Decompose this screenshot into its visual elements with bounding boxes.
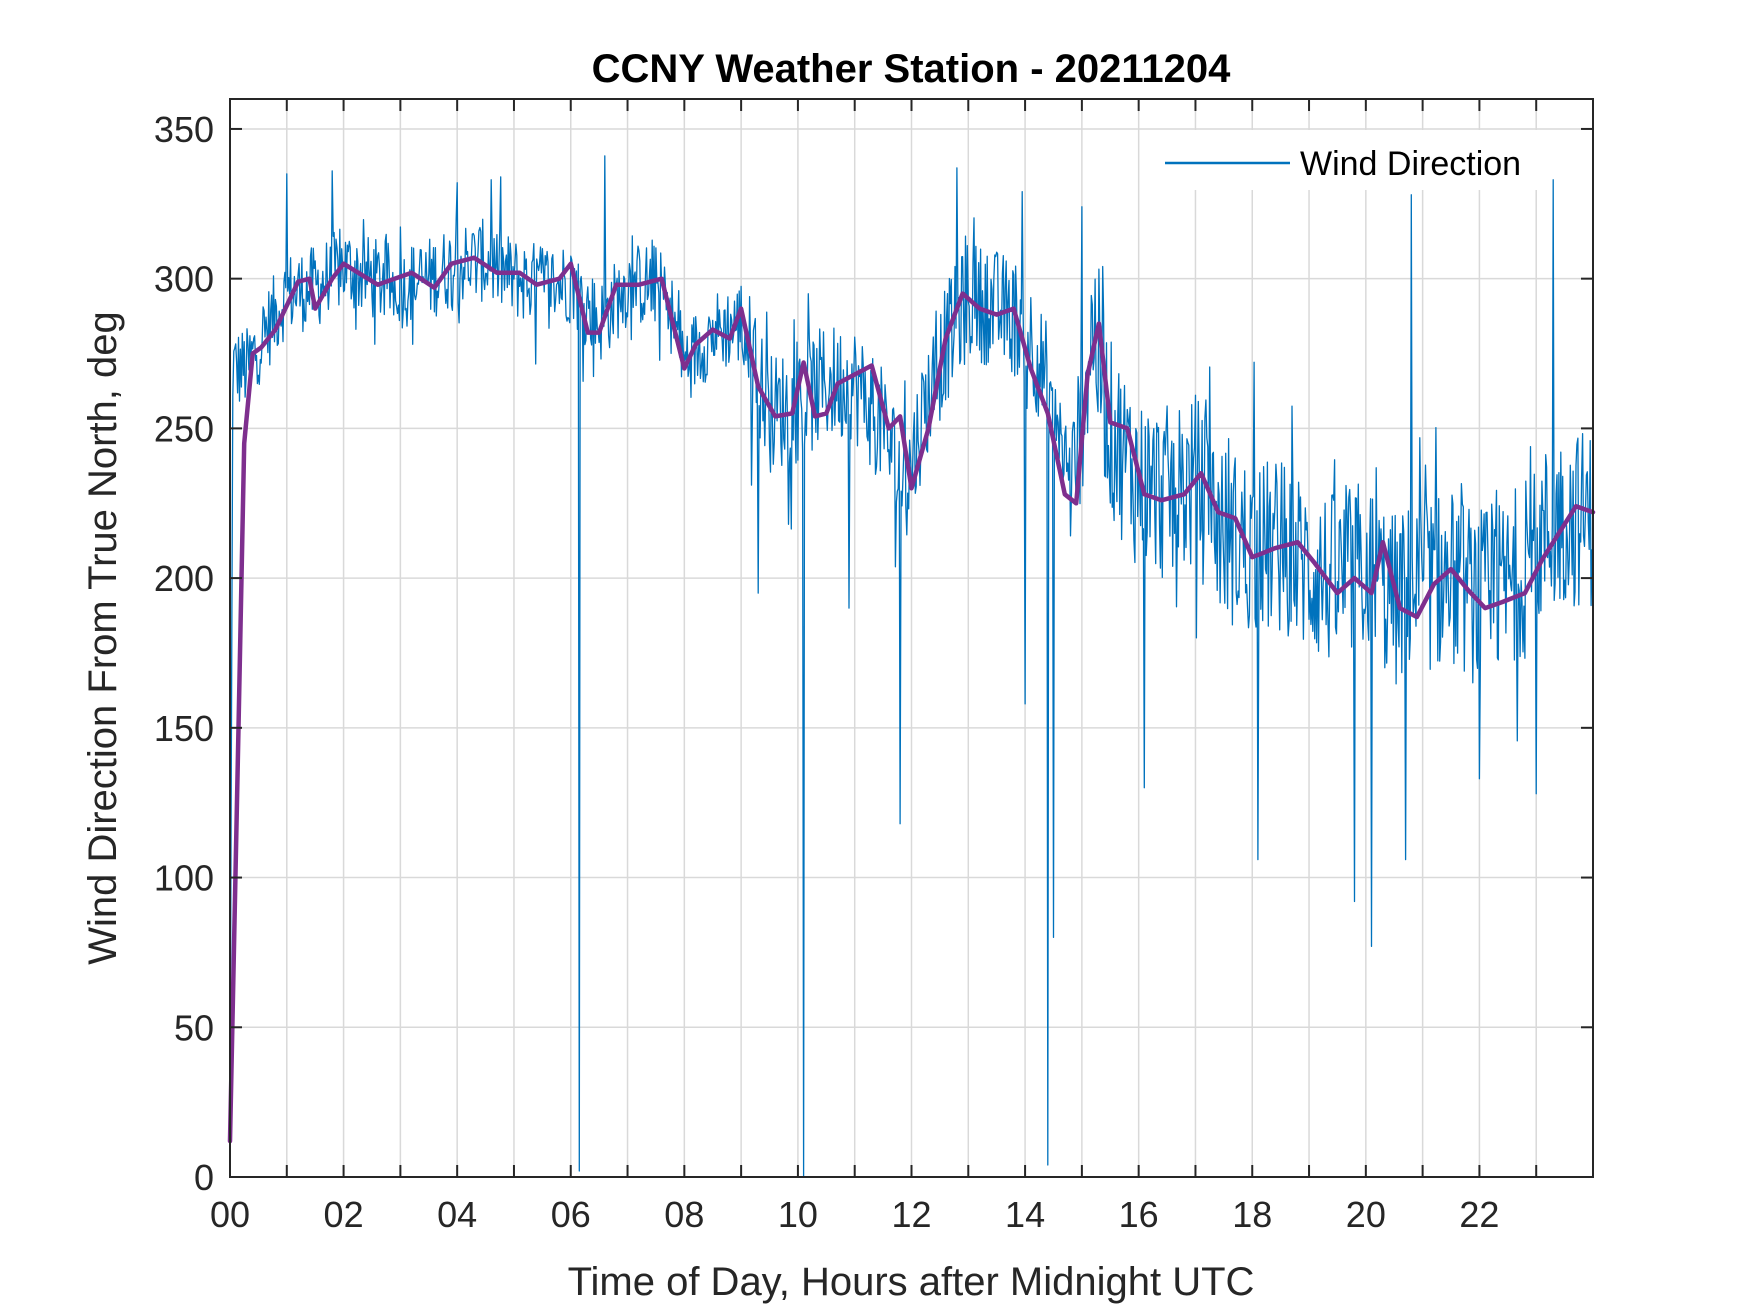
x-tick-label: 16 bbox=[1119, 1194, 1159, 1235]
x-tick-label: 00 bbox=[210, 1194, 250, 1235]
x-tick-label: 04 bbox=[437, 1194, 477, 1235]
y-tick-label: 300 bbox=[154, 259, 214, 300]
y-tick-label: 0 bbox=[194, 1157, 214, 1198]
legend-box bbox=[1150, 130, 1545, 190]
x-tick-label: 20 bbox=[1346, 1194, 1386, 1235]
y-tick-label: 350 bbox=[154, 109, 214, 150]
y-axis-label: Wind Direction From True North, deg bbox=[81, 311, 125, 965]
series-line-moving-average bbox=[227, 255, 1596, 1144]
y-tick-label: 150 bbox=[154, 708, 214, 749]
x-tick-label: 06 bbox=[551, 1194, 591, 1235]
x-tick-label: 02 bbox=[324, 1194, 364, 1235]
ticks: 00 02 04 06 08 10 12 14 16 18 20 22 0 50 100 150 200 250 3… bbox=[154, 99, 1593, 1235]
y-tick-label: 200 bbox=[154, 558, 214, 599]
legend-label-wind-direction: Wind Direction bbox=[1300, 145, 1521, 183]
x-tick-label: 14 bbox=[1005, 1194, 1045, 1235]
y-tick-label: 250 bbox=[154, 408, 214, 449]
x-tick-label: 18 bbox=[1232, 1194, 1272, 1235]
x-tick-label: 10 bbox=[778, 1194, 818, 1235]
x-tick-label: 08 bbox=[664, 1194, 704, 1235]
x-axis-label: Time of Day, Hours after Midnight UTC bbox=[568, 1260, 1255, 1304]
x-tick-label: 22 bbox=[1459, 1194, 1499, 1235]
legend: Wind Direction bbox=[1150, 130, 1545, 190]
series-layer bbox=[227, 155, 1596, 1178]
x-tick-label: 12 bbox=[891, 1194, 931, 1235]
chart-title: CCNY Weather Station - 20211204 bbox=[592, 47, 1232, 91]
y-tick-label: 50 bbox=[174, 1007, 214, 1048]
y-tick-label: 100 bbox=[154, 858, 214, 899]
